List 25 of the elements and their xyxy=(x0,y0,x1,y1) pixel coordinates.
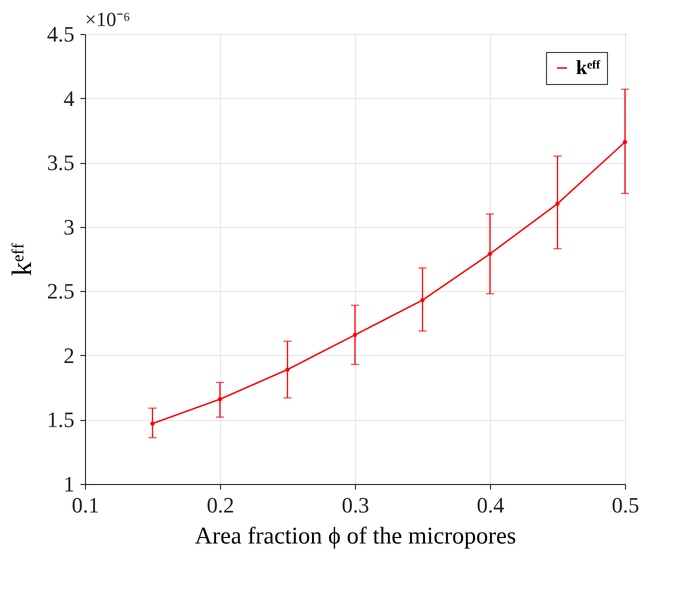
point xyxy=(555,202,560,206)
y-axis-title: kᵉᶠᶠ xyxy=(7,242,38,276)
text: ×10⁻⁶ xyxy=(85,9,130,31)
y-tick-label: 4.5 xyxy=(47,22,74,46)
y-tick-label: 2.5 xyxy=(47,278,74,304)
point xyxy=(420,298,425,302)
x-tick-label: 0.5 xyxy=(612,492,640,518)
point xyxy=(488,252,492,256)
y-tick-label: 3.5 xyxy=(47,150,74,176)
y-tick-label: 4 xyxy=(64,86,74,111)
point xyxy=(150,421,155,426)
y-tick-label: 2 xyxy=(64,342,74,368)
y-tick-label: 3 xyxy=(64,214,74,240)
point xyxy=(218,397,222,402)
x-tick-label: 0.1 xyxy=(72,492,100,518)
y-tick-label: 1 xyxy=(64,472,74,496)
legend-label: kᵉᶠᶠ xyxy=(576,57,600,79)
point xyxy=(622,140,628,144)
x-tick-label: 0.2 xyxy=(206,492,234,518)
x-tick-label: 0.3 xyxy=(342,492,370,518)
point xyxy=(352,332,358,337)
point xyxy=(285,367,290,372)
y-tick-label: 1.5 xyxy=(47,407,74,432)
x-axis-title: Area fraction ϕ of the micropores xyxy=(194,524,516,550)
x-tick-label: 0.4 xyxy=(476,492,504,518)
